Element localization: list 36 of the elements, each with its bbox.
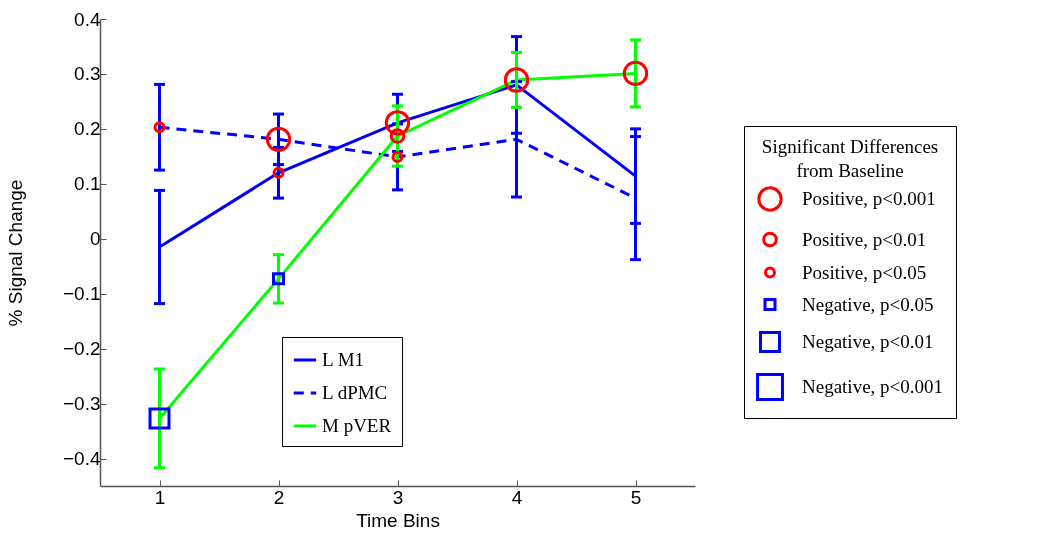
- point: [272, 272, 285, 286]
- y-tick-label: 0.3: [74, 63, 101, 85]
- x-tick-label: 2: [273, 486, 285, 508]
- point: [272, 166, 285, 179]
- y-tick-label: 0: [89, 228, 101, 250]
- x-tick-label: 4: [511, 486, 523, 508]
- legend-label: Positive, p<0.01: [802, 228, 927, 250]
- y-tick-label: 0.4: [74, 8, 101, 30]
- legend-label: L M1: [322, 349, 365, 370]
- point: [389, 128, 406, 144]
- x-tick-label: 5: [630, 486, 642, 508]
- legend-label: M pVER: [322, 415, 392, 436]
- point: [503, 67, 530, 93]
- y-tick-label: 0.1: [74, 173, 101, 195]
- y-tick-label: −0.3: [62, 393, 101, 415]
- y-tick-label: −0.1: [62, 283, 101, 305]
- point: [265, 126, 292, 152]
- x-tick-label: 1: [154, 486, 166, 508]
- y-tick-label: −0.4: [62, 448, 101, 470]
- point: [148, 407, 171, 430]
- point: [384, 110, 411, 136]
- y-tick-label: −0.2: [62, 338, 101, 360]
- y-axis-title: % Signal Change: [4, 179, 26, 327]
- legend-label: L dPMC: [322, 382, 388, 403]
- point: [153, 121, 166, 134]
- x-tick-label: 3: [392, 486, 404, 508]
- legend-label: Positive, p<0.05: [802, 261, 927, 283]
- legend-title: Significant Differences from Baseline: [761, 136, 939, 181]
- legend-label: Negative, p<0.05: [802, 293, 934, 315]
- point: [391, 150, 404, 163]
- legend-label: Positive, p<0.001: [802, 188, 936, 209]
- point: [622, 60, 649, 87]
- legend-label: Negative, p<0.001: [802, 376, 944, 397]
- y-tick-label: 0.2: [74, 118, 101, 140]
- x-axis-title: Time Bins: [356, 509, 440, 531]
- legend-label: Negative, p<0.01: [802, 331, 934, 352]
